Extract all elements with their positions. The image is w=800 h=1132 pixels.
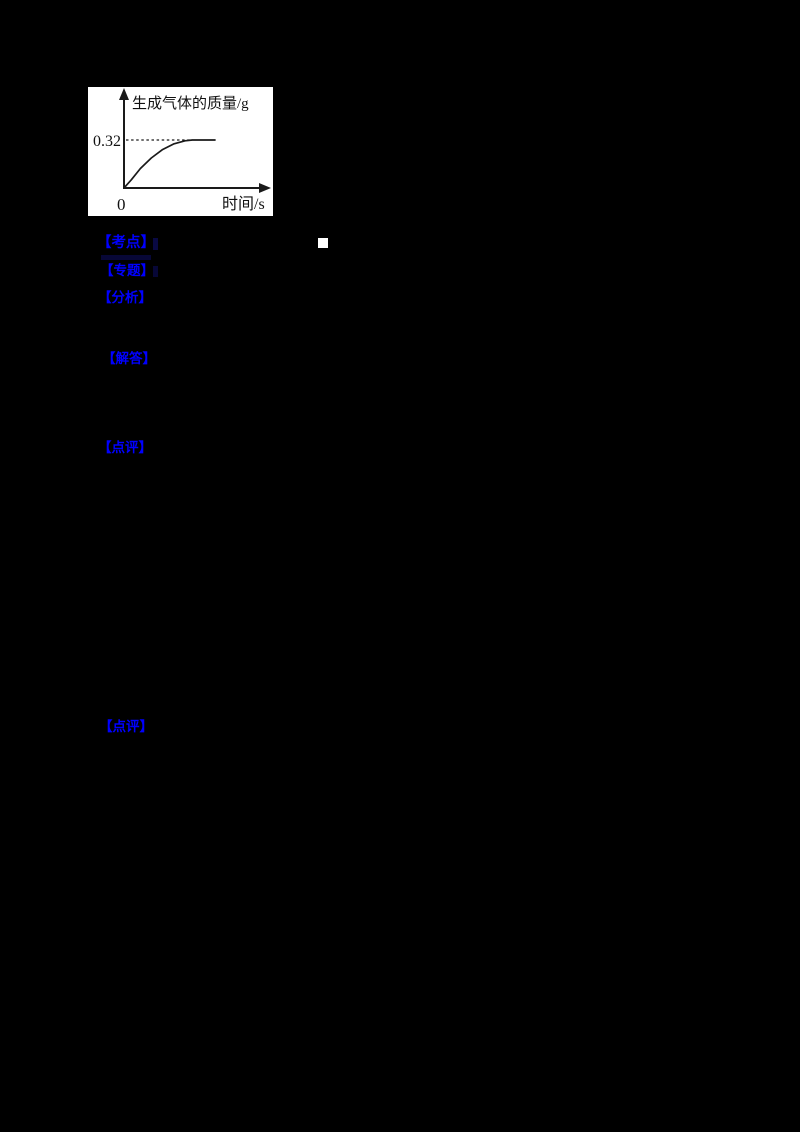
chart-y-axis-label: 生成气体的质量/g xyxy=(132,95,249,112)
section-label-kaodian: 【考点】 xyxy=(97,235,155,251)
section-label-zhuanti: 【专题】 xyxy=(100,263,154,278)
faint-text-remnant xyxy=(153,238,158,250)
gas-mass-time-chart: 生成气体的质量/g 0.32 0 时间/s xyxy=(88,87,273,216)
faint-text-remnant xyxy=(153,266,158,277)
section-label-fenxi: 【分析】 xyxy=(98,290,152,305)
section-label-dianping: 【点评】 xyxy=(98,440,152,455)
section-label-dianping-2: 【点评】 xyxy=(99,719,153,734)
white-square-marker xyxy=(318,238,328,248)
section-label-jieda: 【解答】 xyxy=(102,351,156,366)
chart-reference-value-label: 0.32 xyxy=(93,133,121,150)
x-axis-arrow-icon xyxy=(259,183,271,193)
chart-canvas: 生成气体的质量/g 0.32 0 时间/s xyxy=(93,88,271,214)
chart-x-axis-label: 时间/s xyxy=(222,195,265,213)
faint-text-remnant xyxy=(101,255,151,260)
chart-origin-label: 0 xyxy=(117,195,126,214)
y-axis-arrow-icon xyxy=(119,88,129,100)
gas-mass-curve xyxy=(123,139,216,189)
